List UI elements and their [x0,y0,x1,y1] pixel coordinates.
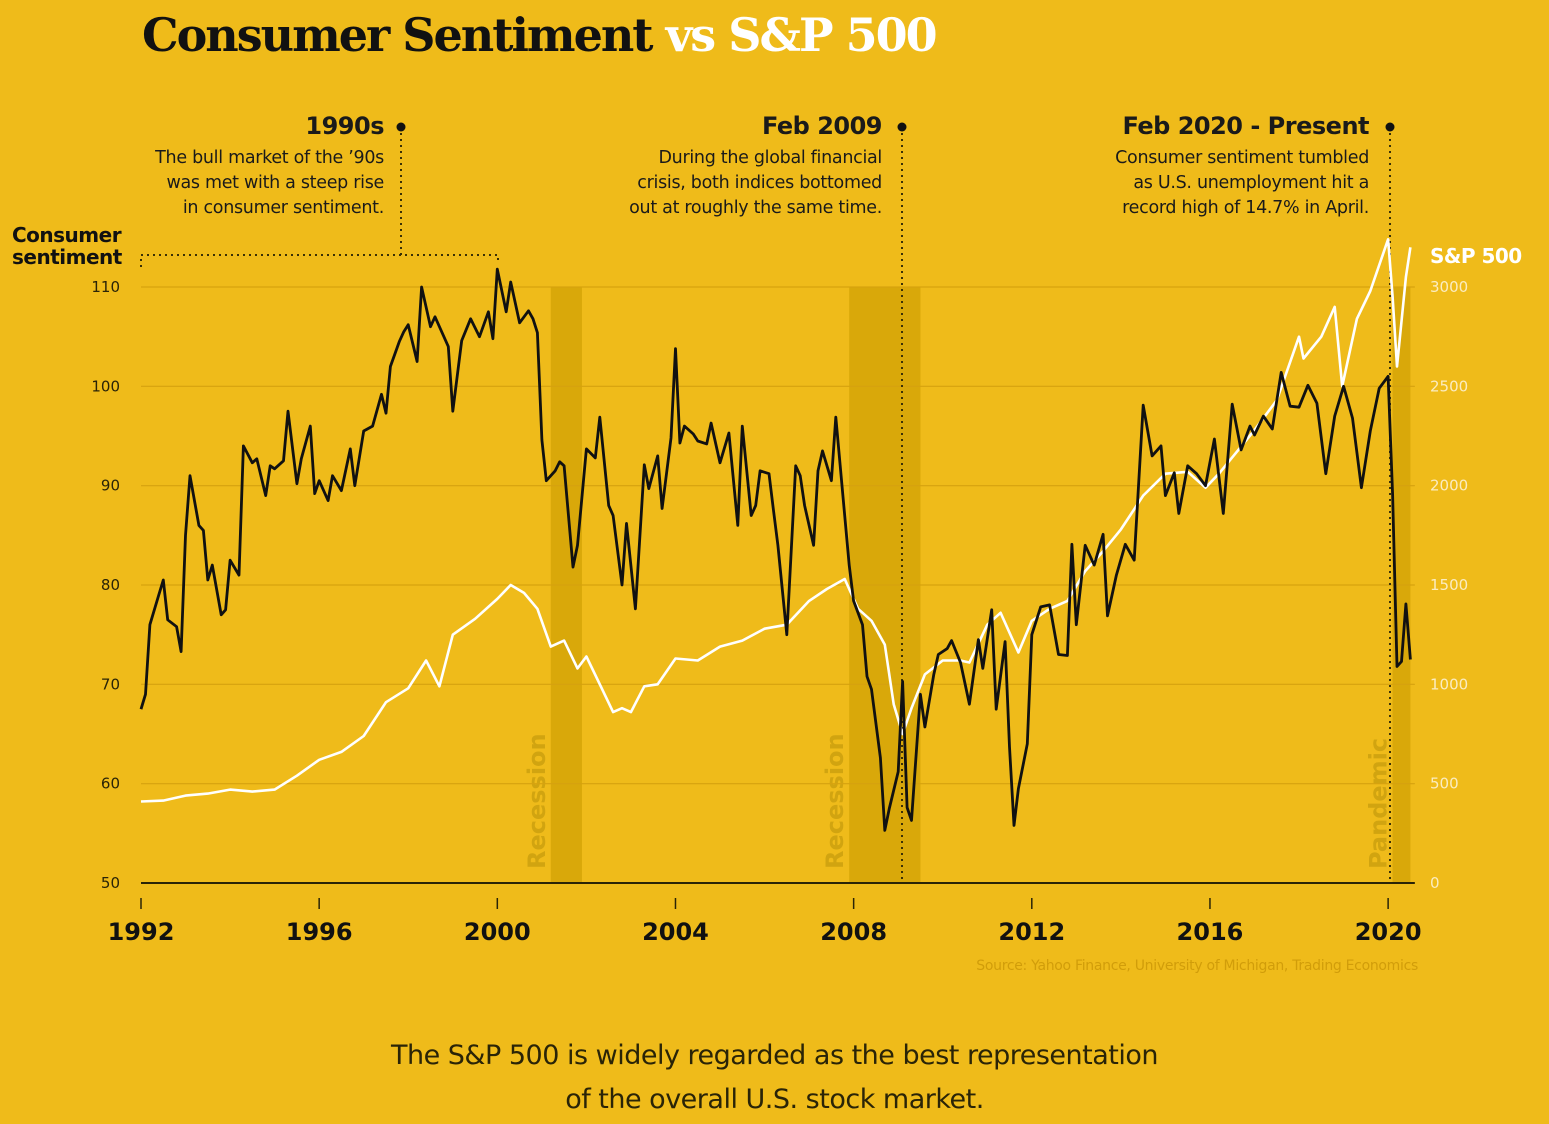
x-axis-tick-label: 2012 [998,918,1065,946]
annotation-heading: 1990s [305,112,384,140]
right-axis-tick-label: 2000 [1430,477,1468,495]
annotation-text: Consumer sentiment tumbled as U.S. unemp… [1040,146,1369,221]
footer-line: The S&P 500 is widely regarded as the be… [390,1040,1159,1071]
left-axis-tick-label: 90 [101,477,120,495]
annotation-dot [897,122,907,132]
chart-title: Consumer Sentiment vs S&P 500 [142,8,938,62]
annotation-span-bracket [140,254,499,267]
series-lines [139,238,1412,832]
gridlines [141,286,1415,884]
right-axis-tick-label: 1000 [1430,675,1468,693]
annotation-1990s: 1990s The bull market of the ’90s was me… [100,112,384,221]
x-axis-tick-label: 2020 [1355,918,1422,946]
left-axis-tick-label: 50 [101,874,120,892]
annotation-feb-2009: Feb 2009 During the global financial cri… [560,112,882,221]
footer-caption: The S&P 500 is widely regarded as the be… [0,1034,1549,1122]
annotation-line: as U.S. unemployment hit a [1133,173,1369,193]
right-axis-tick-label: 0 [1430,874,1440,892]
x-axis: 1992 1996 2000 2004 2008 2012 2016 2020 [108,898,1422,946]
consumer-sentiment-line [139,267,1412,832]
annotation-text: During the global financial crisis, both… [560,146,882,221]
right-axis-ticks: 0 500 1000 1500 2000 2500 3000 [1430,278,1468,892]
left-axis-tick-label: 60 [101,775,120,793]
right-axis-tick-label: 2500 [1430,377,1468,395]
annotation-markers [140,122,1395,883]
annotation-line: was met with a steep rise [166,173,384,193]
x-axis-tick-label: 2000 [464,918,531,946]
annotation-heading: Feb 2020 - Present [1122,112,1369,140]
annotation-line: During the global financial [658,148,882,168]
x-axis-tick-label: 1992 [108,918,175,946]
band-label: Pandemic [1365,738,1393,869]
x-axis-tick-label: 1996 [286,918,353,946]
chart-title-secondary: vs S&P 500 [665,8,938,62]
annotation-dot [1385,122,1395,132]
right-axis-tick-label: 1500 [1430,576,1468,594]
right-axis-tick-label: 500 [1430,775,1459,793]
annotation-heading: Feb 2009 [761,112,883,140]
annotation-feb-2020: Feb 2020 - Present Consumer sentiment tu… [1040,112,1369,221]
left-axis-ticks: 50 60 70 80 90 100 110 [91,278,120,892]
annotation-line: Consumer sentiment tumbled [1115,148,1369,168]
annotation-line: crisis, both indices bottomed [637,173,882,193]
chart-title-main: Consumer Sentiment [142,8,654,62]
left-axis-tick-label: 70 [101,675,120,693]
annotation-line: in consumer sentiment. [182,198,384,218]
left-axis-title: Consumer sentiment [12,223,122,269]
x-axis-tick-label: 2004 [642,918,709,946]
left-axis-tick-label: 80 [101,576,120,594]
annotation-line: The bull market of the ’90s [155,148,384,168]
left-axis-tick-label: 110 [91,278,120,296]
footer-line: of the overall U.S. stock market. [565,1084,984,1115]
x-axis-tick-label: 2016 [1177,918,1244,946]
annotation-line: out at roughly the same time. [629,198,882,218]
sp500-line [140,238,1412,803]
annotation-dot [396,122,406,132]
annotation-line: record high of 14.7% in April. [1122,198,1369,218]
band-label: Recession [821,733,849,869]
band-label: Recession [523,733,551,869]
right-axis-tick-label: 3000 [1430,278,1468,296]
x-axis-tick-label: 2008 [820,918,887,946]
left-axis-tick-label: 100 [91,377,120,395]
annotation-text: The bull market of the ’90s was met with… [100,146,384,221]
source-note: Source: Yahoo Finance, University of Mic… [976,958,1418,974]
right-axis-title: S&P 500 [1430,244,1522,268]
